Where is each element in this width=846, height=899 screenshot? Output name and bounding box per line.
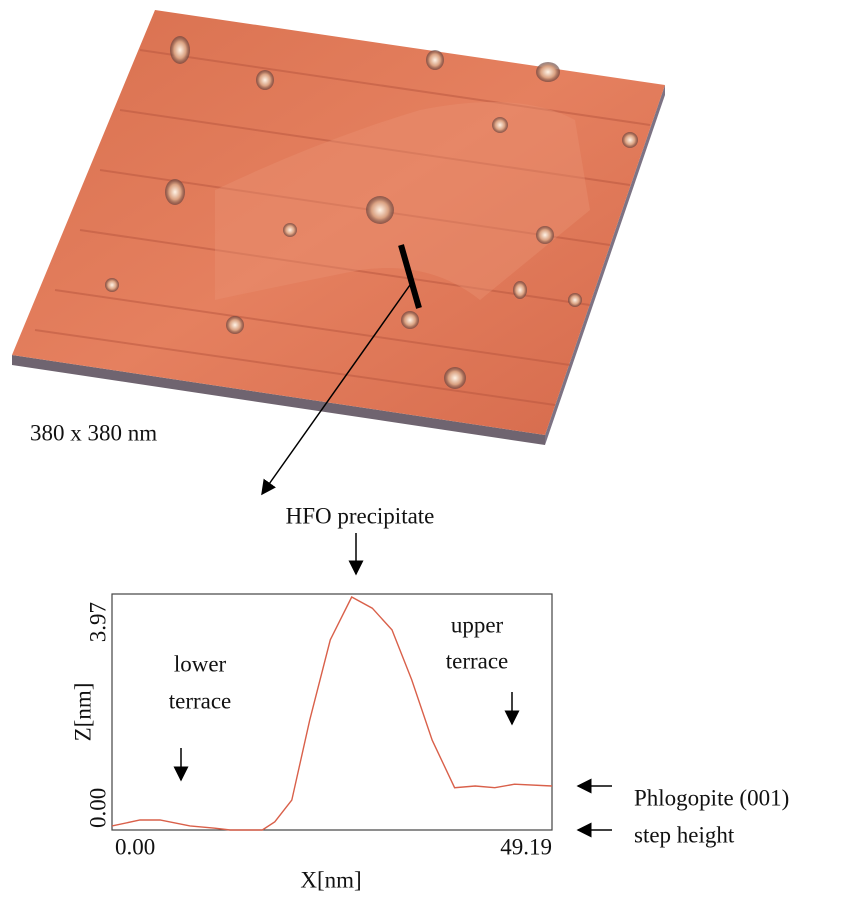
image-caption: 380 x 380 nm [30, 420, 157, 445]
y-tick-label: 0.00 [85, 788, 110, 828]
y-axis-label: Z[nm] [70, 683, 95, 742]
x-tick-label: 0.00 [115, 834, 155, 859]
annotation: step height [634, 822, 735, 847]
y-tick-label: 3.97 [85, 602, 110, 642]
x-tick-label: 49.19 [500, 834, 552, 859]
page: {"image_caption": "380 x 380 nm", "chart… [0, 0, 846, 899]
annotation: terrace [169, 688, 232, 713]
x-axis-label: X[nm] [300, 867, 361, 892]
annotation: HFO precipitate [286, 503, 435, 528]
annotation: lower [174, 651, 227, 676]
annotation: upper [451, 612, 504, 637]
annotation: terrace [446, 648, 509, 673]
annotation: Phlogopite (001) [634, 785, 789, 810]
figure: 380 x 380 nm HFO precipitate lower terra… [0, 0, 846, 899]
